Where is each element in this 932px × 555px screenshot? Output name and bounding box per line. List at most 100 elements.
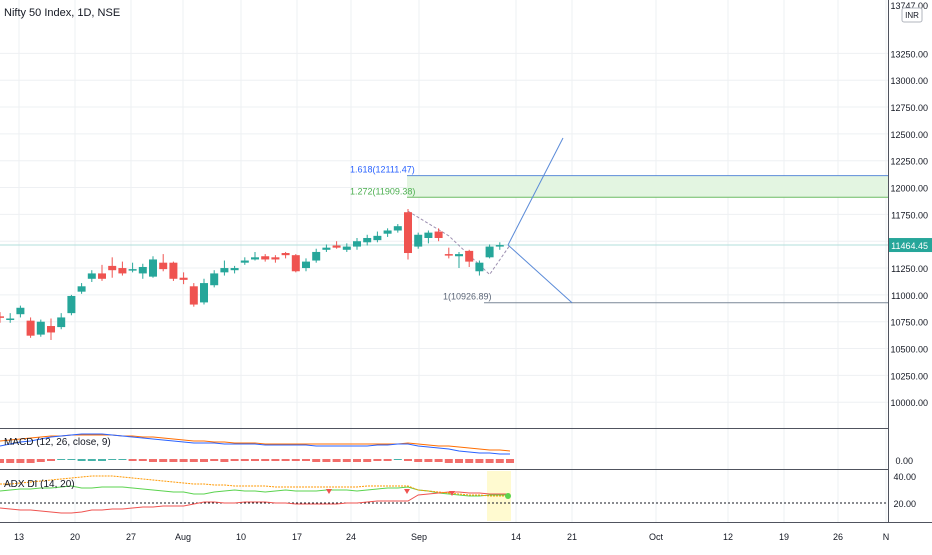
candle-body <box>220 268 229 273</box>
macd-histogram-bar <box>342 459 351 462</box>
x-tick-label: 12 <box>723 532 733 542</box>
candle-body <box>485 246 494 258</box>
adx-marker <box>505 493 511 499</box>
fib-1618-label: 1.618(12111.47) <box>350 165 415 175</box>
macd-axis-tick: 0.00 <box>895 456 913 466</box>
di-minus-line <box>0 491 510 514</box>
candle-body <box>332 245 341 248</box>
candle-body <box>291 255 300 272</box>
macd-histogram-bar <box>179 459 188 462</box>
adx-axis-tick: 20.00 <box>893 499 916 509</box>
macd-histogram-bar <box>0 459 4 463</box>
price-tick-label: 12000.00 <box>890 184 928 194</box>
candle-body <box>26 320 35 336</box>
adx-line <box>0 475 510 497</box>
price-tick-label: 12250.00 <box>890 157 928 167</box>
candle-body <box>159 262 168 270</box>
candle-body <box>200 283 208 303</box>
candle-body <box>414 234 423 247</box>
candle-body <box>444 254 453 256</box>
macd-histogram-bar <box>291 459 300 461</box>
candle-body <box>353 241 361 247</box>
x-tick-label: 10 <box>236 532 246 542</box>
macd-histogram-bar <box>98 459 106 461</box>
candle-body <box>363 237 372 243</box>
candle-body <box>393 226 402 231</box>
candle-body <box>138 266 147 274</box>
last-price-tag <box>889 238 932 253</box>
x-tick-label: Oct <box>649 532 664 542</box>
macd-histogram-bar <box>281 459 290 461</box>
candle-body <box>373 235 382 241</box>
macd-histogram-bar <box>16 459 25 463</box>
macd-histogram-bar <box>434 459 443 462</box>
macd-histogram-bar <box>108 459 117 460</box>
x-tick-label: 27 <box>126 532 136 542</box>
candles <box>0 209 504 340</box>
candle-body <box>455 254 463 257</box>
x-tick-label: Sep <box>411 532 427 542</box>
candle-body <box>98 273 106 279</box>
fib-1272-label: 1.272(11909.38) <box>350 186 415 196</box>
adx-marker <box>326 489 332 494</box>
macd-histogram-bar <box>393 459 402 460</box>
candle-body <box>77 286 86 292</box>
x-tick-label: 13 <box>14 532 24 542</box>
macd-histogram-bar <box>77 459 86 461</box>
macd-histogram-bar <box>506 459 514 463</box>
candle-body <box>169 262 178 279</box>
candle-body <box>312 251 321 261</box>
price-tick-label: 10500.00 <box>890 345 928 355</box>
macd-histogram-bar <box>414 459 423 462</box>
candle-body <box>383 230 392 234</box>
price-tick-label: 11750.00 <box>891 210 928 220</box>
candle-body <box>281 253 290 256</box>
currency-badge-text: INR <box>905 11 919 20</box>
x-tick-label: 14 <box>511 532 521 542</box>
adx-marker <box>449 491 455 496</box>
projection-up-line <box>507 137 564 246</box>
macd-histogram-bar <box>302 459 310 461</box>
candle-body <box>302 261 310 269</box>
macd-histogram-bar <box>353 459 361 462</box>
macd-histogram-bar <box>322 459 331 462</box>
candle-body <box>108 265 117 271</box>
x-tick-label: N <box>883 532 890 542</box>
macd-histogram-bar <box>475 459 484 463</box>
macd-histogram-bar <box>118 459 127 460</box>
candle-body <box>128 269 137 271</box>
candle-body <box>0 316 4 318</box>
candle-body <box>189 286 198 305</box>
price-tick-label: 10000.00 <box>890 398 928 408</box>
grid-lines <box>0 0 888 522</box>
macd-histogram-bar <box>373 459 382 461</box>
candle-body <box>36 321 45 335</box>
price-tick-label: 13747.00 <box>890 1 928 11</box>
candle-body <box>495 245 504 247</box>
candle-body <box>424 232 433 238</box>
macd-histogram-bar <box>128 459 137 461</box>
macd-histogram-bar <box>455 459 463 463</box>
macd-label: MACD (12, 26, close, 9) <box>4 437 111 448</box>
candle-body <box>210 273 219 286</box>
price-tick-label: 11250.00 <box>891 264 928 274</box>
macd-histogram-bar <box>332 459 341 462</box>
candle-body <box>404 212 412 254</box>
macd-line <box>0 433 510 455</box>
chart-title: Nifty 50 Index, 1D, NSE <box>4 7 121 19</box>
macd-histogram-bar <box>6 459 15 463</box>
macd-histogram-bar <box>404 459 412 461</box>
x-tick-label: 19 <box>779 532 789 542</box>
candle-body <box>57 317 66 328</box>
candle-body <box>230 268 239 271</box>
macd-histogram-bar <box>138 459 147 461</box>
adx-axis-tick: 40.00 <box>893 472 916 482</box>
macd-histogram-bar <box>220 459 229 462</box>
macd-histogram-bar <box>210 459 219 461</box>
candle-body <box>118 268 127 274</box>
macd-histogram-bar <box>36 459 45 462</box>
candle-body <box>16 307 25 315</box>
price-tick-label: 12750.00 <box>890 103 928 113</box>
macd-histogram-bar <box>261 459 270 461</box>
